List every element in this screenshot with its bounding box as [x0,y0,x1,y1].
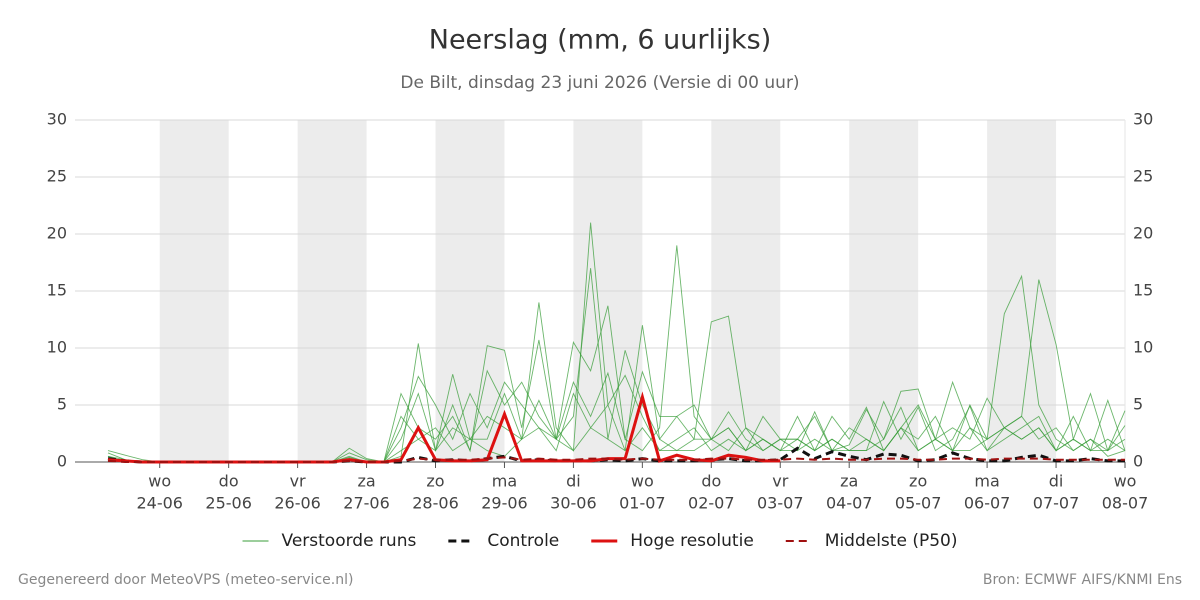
x-tick-weekday: wo [631,472,654,491]
x-tick-label: 08-07 [1102,494,1149,513]
x-tick-label: 06-07 [964,494,1011,513]
y2-tick-label: 25 [1133,167,1153,186]
x-tick-label: 07-07 [1033,494,1080,513]
x-tick-label: 30-06 [550,494,597,513]
x-tick-label: 02-07 [688,494,735,513]
x-tick-weekday: wo [148,472,171,491]
x-tick-weekday: di [566,472,581,491]
x-tick-weekday: di [1049,472,1064,491]
x-tick-weekday: ma [974,472,999,491]
x-tick-label: 24-06 [136,494,183,513]
x-tick-label: 03-07 [757,494,804,513]
y2-tick-label: 30 [1133,110,1153,129]
legend: Verstoorde runs Controle Hoge resolutie Mid… [242,531,958,551]
y-tick-label: 5 [57,395,67,414]
x-tick-weekday: vr [290,472,306,491]
y-tick-label: 25 [47,167,67,186]
y2-tick-label: 15 [1133,281,1153,300]
x-tick-label: 25-06 [205,494,252,513]
x-tick-weekday: zo [426,472,444,491]
series-line [107,456,1125,463]
legend-label: Middelste (P50) [825,531,958,551]
y-tick-label: 10 [47,338,67,357]
x-tick-label: 04-07 [826,494,873,513]
y-tick-label: 0 [57,452,67,471]
x-tick-label: 26-06 [274,494,321,513]
x-tick-label: 27-06 [343,494,390,513]
footer-right: Bron: ECMWF AIFS/KNMI Ens [983,572,1182,588]
y2-tick-label: 20 [1133,224,1153,243]
x-tick-label: 01-07 [619,494,666,513]
x-tick-weekday: za [357,472,375,491]
y-tick-label: 15 [47,281,67,300]
chart-title: Neerslag (mm, 6 uurlijks) [429,25,771,56]
x-tick-weekday: vr [772,472,788,491]
legend-label: Verstoorde runs [282,531,417,551]
chart-subtitle: De Bilt, dinsdag 23 juni 2026 (Versie di… [400,73,799,93]
x-tick-weekday: do [219,472,239,491]
x-tick-label: 29-06 [481,494,528,513]
x-tick-weekday: zo [909,472,927,491]
y-tick-label: 30 [47,110,67,129]
legend-label: Controle [487,531,559,551]
x-tick-weekday: ma [492,472,517,491]
footer-left: Gegenereerd door MeteoVPS (meteo-service… [18,572,353,588]
series-line [107,391,781,464]
x-tick-weekday: wo [1114,472,1137,491]
x-tick-weekday: za [840,472,858,491]
legend-label: Hoge resolutie [630,531,754,551]
y2-tick-label: 5 [1133,395,1143,414]
x-tick-weekday: do [701,472,721,491]
x-tick-label: 28-06 [412,494,459,513]
y2-tick-label: 0 [1133,452,1143,471]
y2-tick-label: 10 [1133,338,1153,357]
x-tick-label: 05-07 [895,494,942,513]
y-tick-label: 20 [47,224,67,243]
